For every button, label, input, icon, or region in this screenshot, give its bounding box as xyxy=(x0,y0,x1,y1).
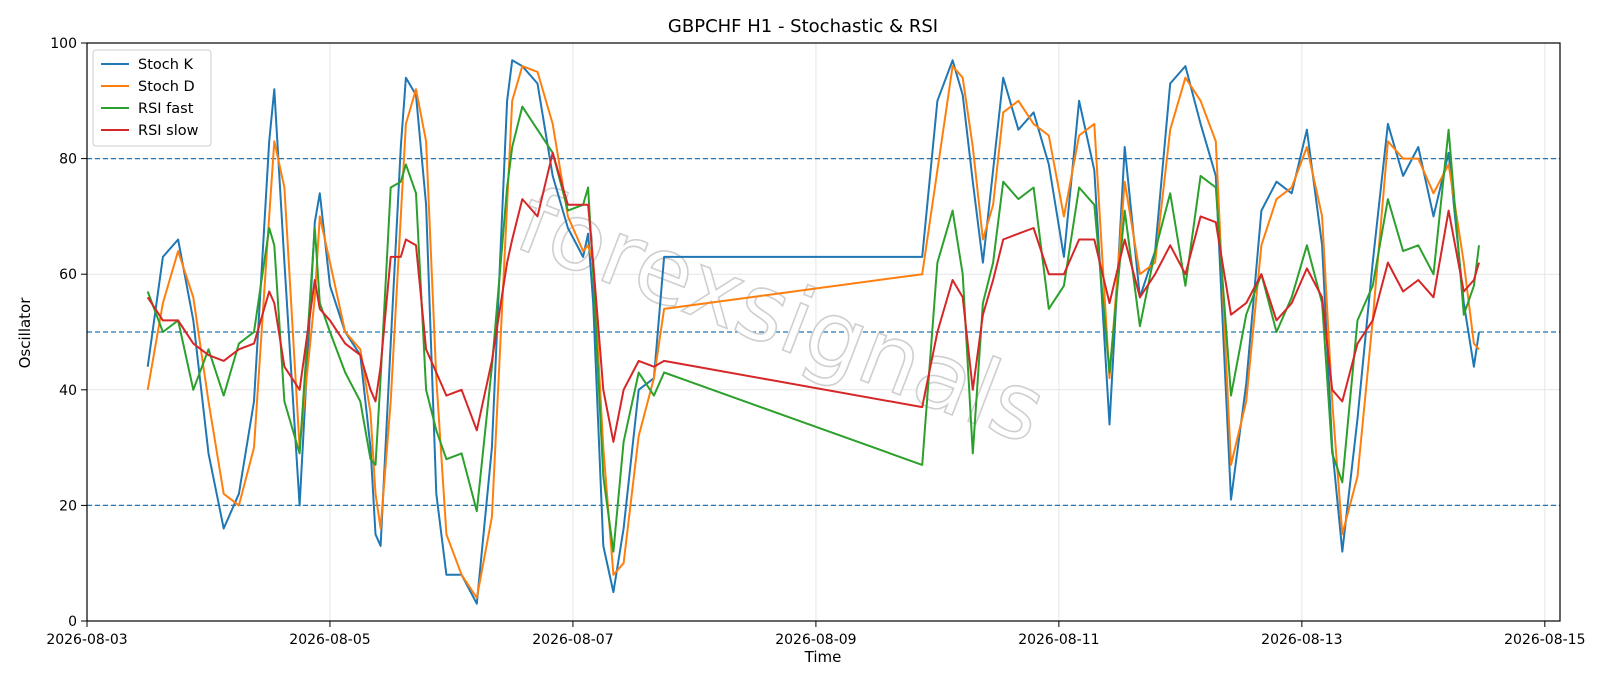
x-tick-label: 2026-08-09 xyxy=(775,632,856,648)
legend-box xyxy=(92,49,212,147)
y-tick-label: 20 xyxy=(59,498,77,514)
series-line-rsi-slow xyxy=(146,151,1480,443)
series-line-rsi-fast xyxy=(146,105,1480,553)
legend-label-rsi-fast: RSI fast xyxy=(138,101,194,117)
x-tick-label: 2026-08-05 xyxy=(289,632,370,648)
y-tick-label: 80 xyxy=(59,152,77,168)
reference-lines xyxy=(87,157,1560,507)
series-line-stoch-d xyxy=(146,65,1480,599)
x-tick-label: 2026-08-11 xyxy=(1018,632,1099,648)
y-axis: 0 20 40 60 80 100 xyxy=(50,36,87,630)
x-tick-label: 2026-08-15 xyxy=(1504,632,1585,648)
x-tick-label: 2026-08-13 xyxy=(1261,632,1342,648)
legend: Stoch K Stoch D RSI fast RSI slow xyxy=(92,49,212,147)
legend-label-stoch-d: Stoch D xyxy=(138,79,195,95)
chart-title: GBPCHF H1 - Stochastic & RSI xyxy=(668,16,938,37)
x-tick-label: 2026-08-03 xyxy=(46,632,127,648)
x-axis-title: Time xyxy=(804,648,842,666)
y-tick-label: 60 xyxy=(59,267,77,283)
y-tick-label: 40 xyxy=(59,383,77,399)
y-axis-title: Oscillator xyxy=(16,297,34,369)
y-tick-label: 100 xyxy=(50,36,77,52)
series-layer xyxy=(146,59,1480,605)
x-tick-label: 2026-08-07 xyxy=(532,632,613,648)
y-tick-label: 0 xyxy=(68,614,77,630)
legend-label-rsi-slow: RSI slow xyxy=(138,123,199,139)
legend-label-stoch-k: Stoch K xyxy=(138,57,194,73)
x-axis: 2026-08-03 2026-08-05 2026-08-07 2026-08-09… xyxy=(46,621,1586,648)
plot-frame xyxy=(86,42,1561,622)
